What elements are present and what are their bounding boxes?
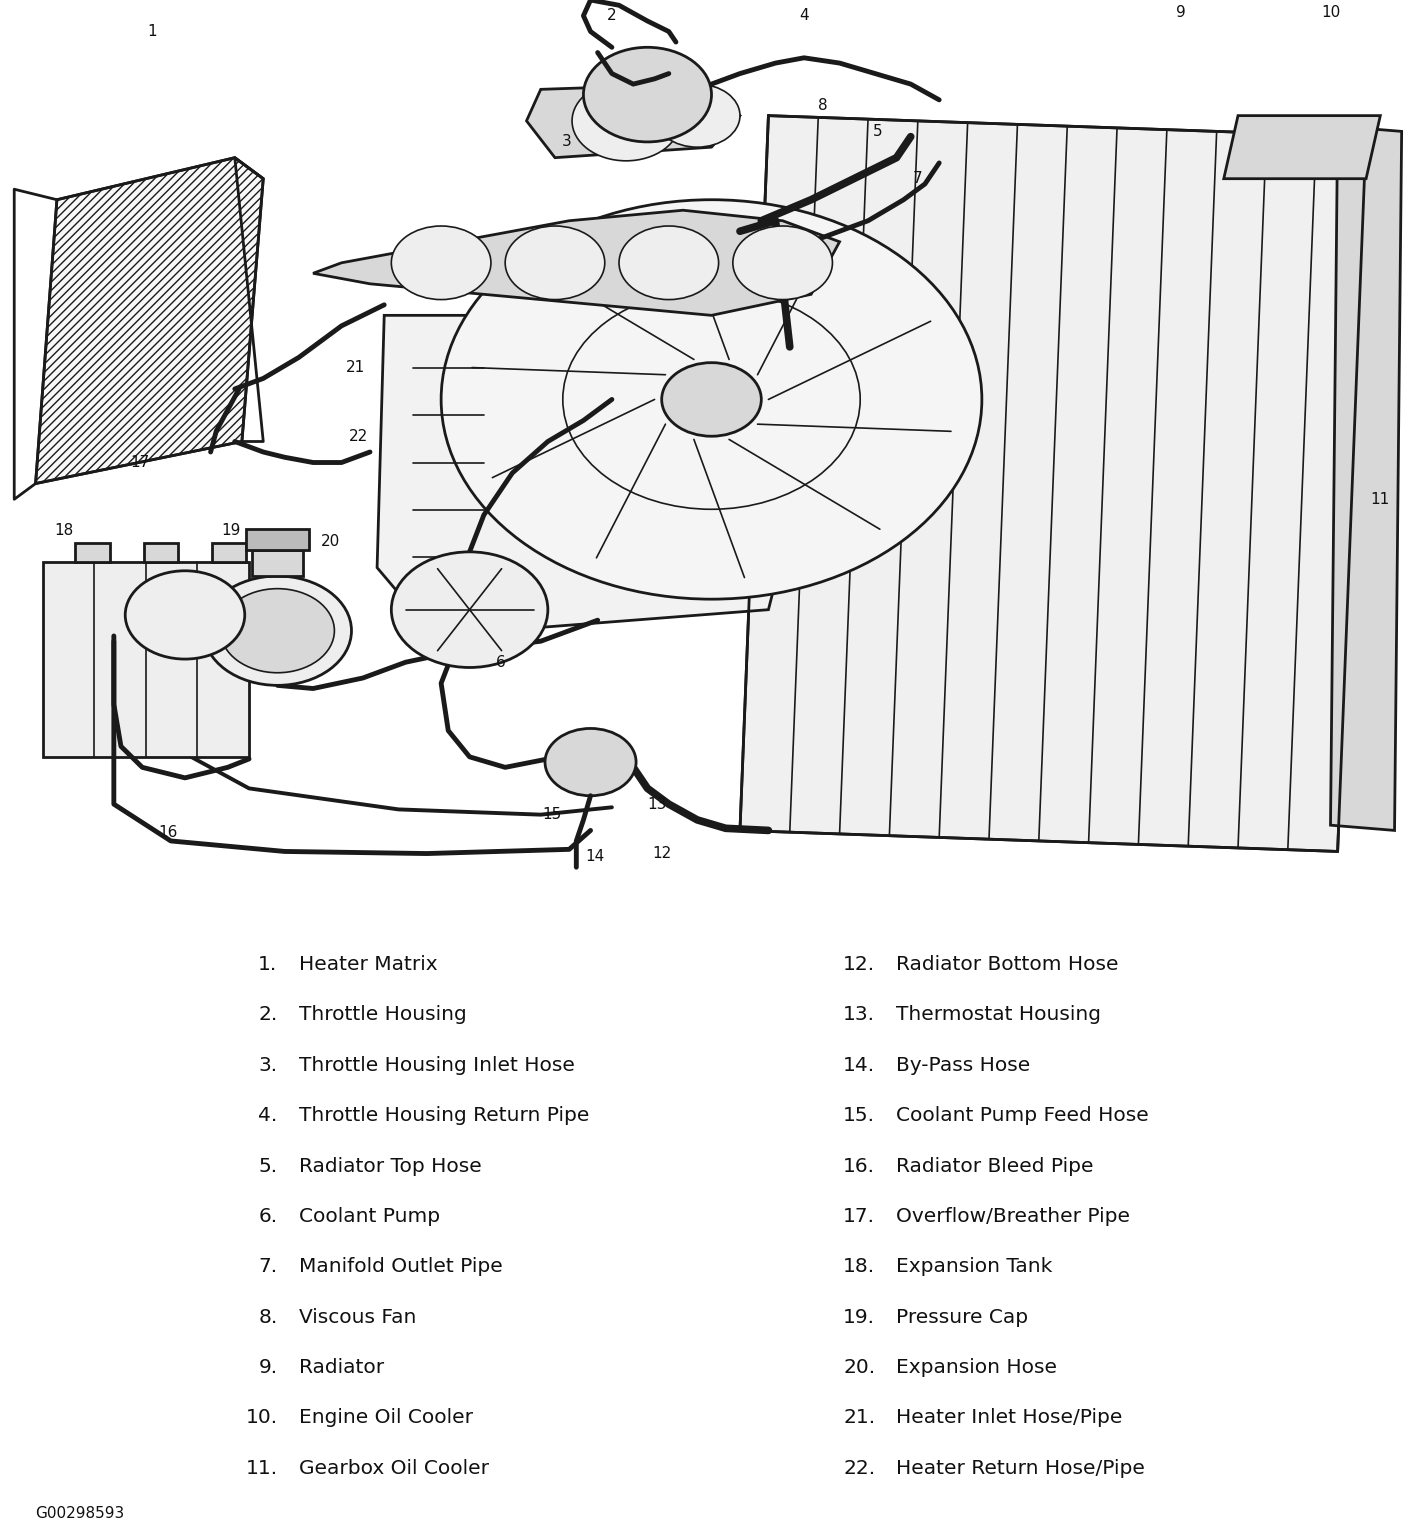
Text: Coolant Pump Feed Hose: Coolant Pump Feed Hose: [896, 1107, 1150, 1125]
Text: 2: 2: [608, 8, 616, 23]
Polygon shape: [1331, 126, 1402, 830]
Text: 10.: 10.: [245, 1408, 277, 1428]
Text: 21.: 21.: [842, 1408, 875, 1428]
Text: 15: 15: [542, 807, 562, 822]
Text: Engine Oil Cooler: Engine Oil Cooler: [299, 1408, 472, 1428]
Text: 7: 7: [914, 171, 922, 186]
Text: 22.: 22.: [842, 1459, 875, 1477]
Text: By-Pass Hose: By-Pass Hose: [896, 1056, 1030, 1074]
Text: 6.: 6.: [259, 1207, 277, 1227]
Text: 11: 11: [1370, 492, 1390, 507]
Text: Manifold Outlet Pipe: Manifold Outlet Pipe: [299, 1257, 502, 1276]
Text: Radiator Bleed Pipe: Radiator Bleed Pipe: [896, 1156, 1094, 1176]
Polygon shape: [377, 315, 840, 630]
Text: Pressure Cap: Pressure Cap: [896, 1308, 1029, 1326]
Circle shape: [221, 589, 334, 673]
Text: 10: 10: [1321, 5, 1340, 20]
Circle shape: [441, 200, 982, 599]
Text: Throttle Housing Inlet Hose: Throttle Housing Inlet Hose: [299, 1056, 575, 1074]
Text: 13.: 13.: [844, 1005, 875, 1025]
Text: 1: 1: [148, 25, 157, 38]
Text: Radiator: Radiator: [299, 1359, 384, 1377]
Text: Throttle Housing: Throttle Housing: [299, 1005, 467, 1025]
Text: 20.: 20.: [842, 1359, 875, 1377]
Text: Heater Matrix: Heater Matrix: [299, 954, 437, 974]
Text: Heater Inlet Hose/Pipe: Heater Inlet Hose/Pipe: [896, 1408, 1123, 1428]
Text: 3.: 3.: [259, 1056, 277, 1074]
Text: Gearbox Oil Cooler: Gearbox Oil Cooler: [299, 1459, 490, 1477]
Polygon shape: [740, 115, 1366, 851]
Text: 15.: 15.: [844, 1107, 875, 1125]
Text: 12: 12: [652, 845, 672, 861]
Text: 18: 18: [54, 523, 74, 538]
Text: 11.: 11.: [245, 1459, 277, 1477]
Text: 12.: 12.: [842, 954, 875, 974]
Polygon shape: [1224, 115, 1380, 178]
Text: 16: 16: [158, 825, 178, 841]
Circle shape: [391, 226, 491, 300]
Text: G00298593: G00298593: [36, 1506, 125, 1522]
Text: 20: 20: [320, 533, 340, 549]
Text: 21: 21: [346, 360, 366, 375]
Bar: [75, 544, 110, 563]
Text: Thermostat Housing: Thermostat Housing: [896, 1005, 1101, 1025]
Bar: [144, 544, 178, 563]
Text: 14: 14: [585, 850, 605, 864]
Text: Expansion Hose: Expansion Hose: [896, 1359, 1057, 1377]
Text: 9.: 9.: [259, 1359, 277, 1377]
Text: 9: 9: [1177, 5, 1185, 20]
Text: 22: 22: [349, 429, 369, 444]
Text: 14.: 14.: [842, 1056, 875, 1074]
Circle shape: [619, 226, 719, 300]
Circle shape: [655, 85, 740, 148]
Text: 18.: 18.: [842, 1257, 875, 1276]
Text: 13: 13: [647, 796, 667, 812]
Text: 3: 3: [562, 134, 571, 149]
Text: 4: 4: [800, 8, 808, 23]
Text: 17.: 17.: [844, 1207, 875, 1227]
Text: Radiator Top Hose: Radiator Top Hose: [299, 1156, 481, 1176]
Text: Throttle Housing Return Pipe: Throttle Housing Return Pipe: [299, 1107, 589, 1125]
Text: Overflow/Breather Pipe: Overflow/Breather Pipe: [896, 1207, 1130, 1227]
Text: Heater Return Hose/Pipe: Heater Return Hose/Pipe: [896, 1459, 1146, 1477]
Text: 2.: 2.: [258, 1005, 277, 1025]
Text: 17: 17: [129, 455, 149, 470]
Circle shape: [391, 552, 548, 667]
Circle shape: [505, 226, 605, 300]
Text: Expansion Tank: Expansion Tank: [896, 1257, 1053, 1276]
Text: 7.: 7.: [259, 1257, 277, 1276]
Text: 4.: 4.: [258, 1107, 277, 1125]
Polygon shape: [527, 85, 740, 158]
Circle shape: [125, 570, 245, 659]
Bar: [246, 529, 309, 550]
Circle shape: [572, 81, 680, 161]
Polygon shape: [43, 563, 249, 756]
Circle shape: [203, 576, 351, 686]
Polygon shape: [36, 158, 263, 484]
Polygon shape: [313, 211, 840, 315]
Text: 16.: 16.: [844, 1156, 875, 1176]
Text: 8.: 8.: [258, 1308, 277, 1326]
Text: Radiator Bottom Hose: Radiator Bottom Hose: [896, 954, 1118, 974]
Circle shape: [545, 729, 636, 796]
Bar: [252, 550, 303, 576]
Bar: [212, 544, 246, 563]
Text: 1.: 1.: [258, 954, 277, 974]
Circle shape: [662, 363, 761, 437]
Text: 5.: 5.: [259, 1156, 277, 1176]
Text: 19.: 19.: [844, 1308, 875, 1326]
Text: 5: 5: [874, 124, 882, 138]
Circle shape: [583, 48, 712, 141]
Text: 6: 6: [497, 655, 505, 670]
Text: 19: 19: [221, 523, 240, 538]
Text: 8: 8: [818, 98, 827, 112]
Text: Coolant Pump: Coolant Pump: [299, 1207, 440, 1227]
Circle shape: [733, 226, 832, 300]
Text: Viscous Fan: Viscous Fan: [299, 1308, 416, 1326]
